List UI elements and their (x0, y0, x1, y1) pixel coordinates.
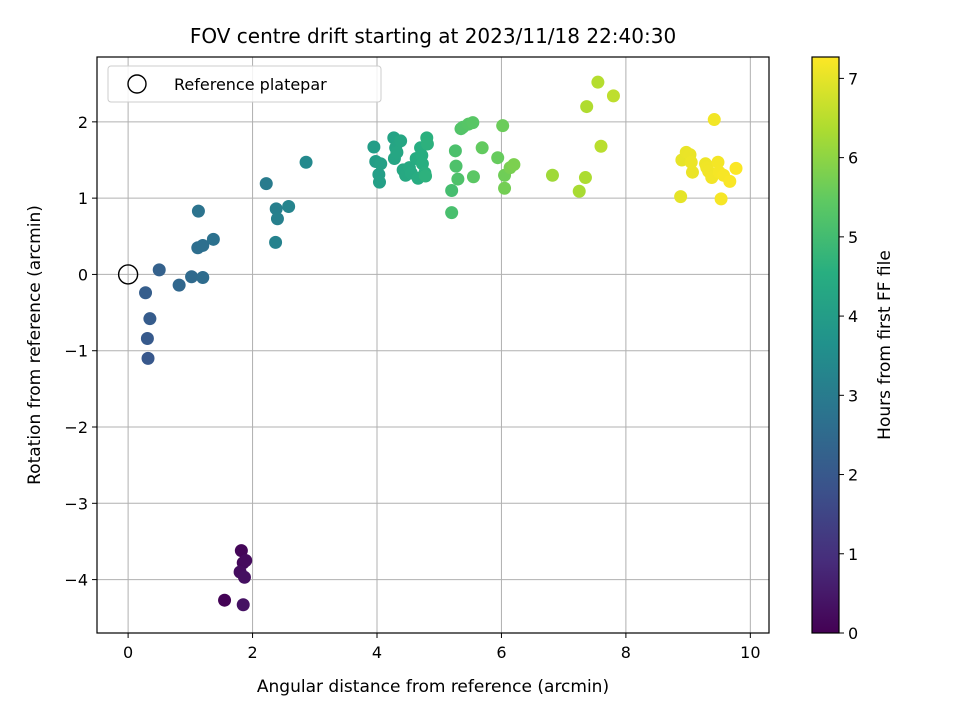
data-point (140, 332, 154, 346)
data-point (269, 235, 283, 249)
x-tick-label: 8 (621, 643, 631, 662)
data-point (594, 139, 608, 153)
data-point (419, 169, 433, 183)
data-point (236, 598, 250, 612)
data-point (237, 570, 251, 584)
data-point (270, 212, 284, 226)
grid-lines (97, 57, 769, 633)
data-point (143, 312, 157, 326)
data-point (707, 113, 721, 127)
y-tick-label: 2 (78, 113, 88, 132)
legend-reference-label: Reference platepar (174, 75, 327, 94)
data-point (674, 190, 688, 204)
data-point (578, 171, 592, 185)
colorbar-gradient (811, 56, 840, 634)
data-point (451, 172, 465, 186)
data-point (218, 593, 232, 607)
y-axis-ticks: −4 −3 −2 −1 0 1 2 (64, 113, 97, 590)
data-point (445, 206, 459, 220)
data-point (572, 184, 586, 198)
colorbar-tick-label: 6 (848, 149, 858, 168)
x-tick-label: 4 (372, 643, 382, 662)
data-point (234, 544, 248, 558)
data-point (591, 75, 605, 89)
x-axis-label: Angular distance from reference (arcmin) (257, 677, 609, 697)
data-point (491, 151, 505, 165)
data-point (420, 137, 434, 151)
data-point (449, 159, 463, 173)
y-axis-label: Rotation from reference (arcmin) (25, 205, 45, 485)
data-point (445, 184, 459, 198)
colorbar-tick-label: 7 (848, 69, 858, 88)
colorbar: 0 1 2 3 4 5 6 7 Hours from first FF file (811, 56, 895, 643)
data-point (714, 192, 728, 206)
data-point (141, 351, 155, 365)
data-point (684, 155, 698, 169)
data-point (185, 270, 199, 284)
data-point (507, 158, 521, 172)
data-point (196, 238, 210, 252)
data-point (729, 161, 743, 175)
data-point (685, 165, 699, 179)
colorbar-tick-label: 2 (848, 466, 858, 485)
data-point (372, 175, 386, 189)
colorbar-tick-label: 1 (848, 545, 858, 564)
data-point (545, 168, 559, 182)
data-point (239, 554, 253, 568)
legend-box (107, 65, 382, 103)
data-point (390, 145, 404, 159)
reference-point (117, 264, 139, 285)
x-tick-label: 2 (247, 643, 257, 662)
data-point (466, 116, 480, 130)
data-point (580, 100, 594, 114)
data-point (172, 278, 186, 292)
data-point (496, 119, 510, 133)
data-point (269, 202, 283, 216)
y-tick-label: −4 (64, 571, 88, 590)
data-point (498, 181, 512, 195)
colorbar-tick-label: 3 (848, 386, 858, 405)
data-point (152, 263, 166, 277)
plot-frame (96, 56, 770, 634)
data-point (282, 200, 296, 214)
colorbar-tick-label: 4 (848, 307, 858, 326)
x-axis-ticks: 0 2 4 6 8 10 (123, 633, 761, 662)
data-point (206, 232, 220, 246)
data-point (394, 134, 408, 148)
x-tick-label: 0 (123, 643, 133, 662)
data-point (374, 157, 388, 171)
y-tick-label: 1 (78, 189, 88, 208)
legend-reference-marker (127, 74, 147, 94)
data-point (466, 170, 480, 184)
data-point (711, 155, 725, 169)
y-tick-label: 0 (78, 265, 88, 284)
data-point (448, 144, 462, 158)
y-tick-label: −2 (64, 418, 88, 437)
y-tick-label: −1 (64, 342, 88, 361)
colorbar-ticks: 0 1 2 3 4 5 6 7 (839, 69, 858, 643)
data-point (191, 204, 205, 218)
data-point (259, 177, 273, 191)
colorbar-tick-label: 5 (848, 228, 858, 247)
chart-title: FOV centre drift starting at 2023/11/18 … (190, 24, 676, 48)
data-point (196, 270, 210, 284)
data-point (475, 141, 489, 155)
data-point (367, 140, 381, 154)
legend: Reference platepar (107, 65, 382, 103)
data-point (606, 89, 620, 103)
x-tick-label: 10 (740, 643, 760, 662)
colorbar-label: Hours from first FF file (875, 250, 895, 440)
data-point (139, 286, 153, 300)
colorbar-tick-label: 0 (848, 624, 858, 643)
y-tick-label: −3 (64, 494, 88, 513)
data-point (723, 174, 737, 188)
x-tick-label: 6 (496, 643, 506, 662)
data-point (299, 155, 313, 169)
data-points (117, 75, 743, 612)
